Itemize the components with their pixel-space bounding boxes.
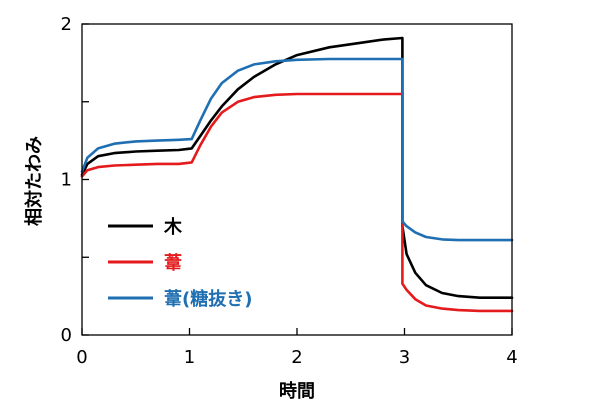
legend-label-1: 木 xyxy=(163,216,183,238)
series-line-3 xyxy=(80,57,514,242)
x-tick-label: 2 xyxy=(291,347,302,368)
y-tick-label: 2 xyxy=(61,14,72,35)
legend: 木葦葦(糖抜き) xyxy=(108,216,252,310)
y-tick-label: 1 xyxy=(61,170,72,191)
tick-layer: 0 1 2 3 4 0 1 2 xyxy=(61,14,518,368)
series-line-2 xyxy=(80,92,514,313)
y-tick-label: 0 xyxy=(61,325,72,346)
x-tick-label: 4 xyxy=(506,347,517,368)
x-tick-label: 0 xyxy=(76,347,87,368)
series-layer xyxy=(80,36,514,313)
y-axis-label: 相対たわみ xyxy=(23,136,45,226)
x-axis-label: 時間 xyxy=(279,381,315,402)
legend-label-2: 葦 xyxy=(164,253,182,274)
x-tick-label: 1 xyxy=(184,347,195,368)
legend-label-3: 葦(糖抜き) xyxy=(164,288,252,310)
x-tick-label: 3 xyxy=(399,347,410,368)
